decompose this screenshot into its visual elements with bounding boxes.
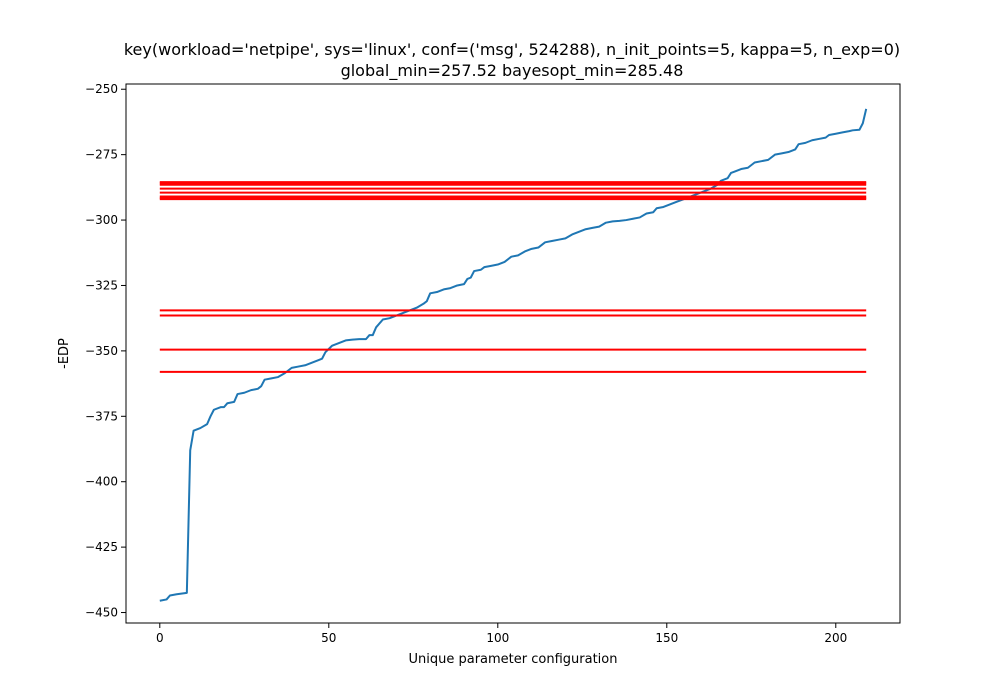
chart-subtitle: global_min=257.52 bayesopt_min=285.48	[341, 61, 684, 81]
y-tick-label: −375	[85, 409, 118, 423]
x-tick-label: 200	[824, 631, 847, 645]
x-axis-ticks: 0 50 100 150 200	[156, 623, 847, 645]
y-axis-ticks: −450 −425 −400 −375 −350 −325 −300 −275 −250	[85, 82, 126, 620]
y-tick-label: −275	[85, 148, 118, 162]
axes-frame	[125, 83, 901, 624]
y-tick-label: −425	[85, 540, 118, 554]
x-tick-label: 50	[321, 631, 336, 645]
x-tick-label: 0	[156, 631, 164, 645]
y-tick-label: −325	[85, 278, 118, 292]
series-line-0	[159, 108, 868, 602]
plot-area	[159, 108, 868, 602]
y-tick-label: −300	[85, 213, 118, 227]
y-tick-label: −450	[85, 606, 118, 620]
y-tick-label: −250	[85, 82, 118, 96]
y-tick-label: −400	[85, 475, 118, 489]
y-axis-label: -EDP	[57, 338, 72, 369]
x-tick-label: 150	[655, 631, 678, 645]
x-tick-label: 100	[486, 631, 509, 645]
chart-title: key(workload='netpipe', sys='linux', con…	[124, 40, 900, 60]
x-axis-label: Unique parameter configuration	[409, 652, 618, 667]
y-tick-label: −350	[85, 344, 118, 358]
